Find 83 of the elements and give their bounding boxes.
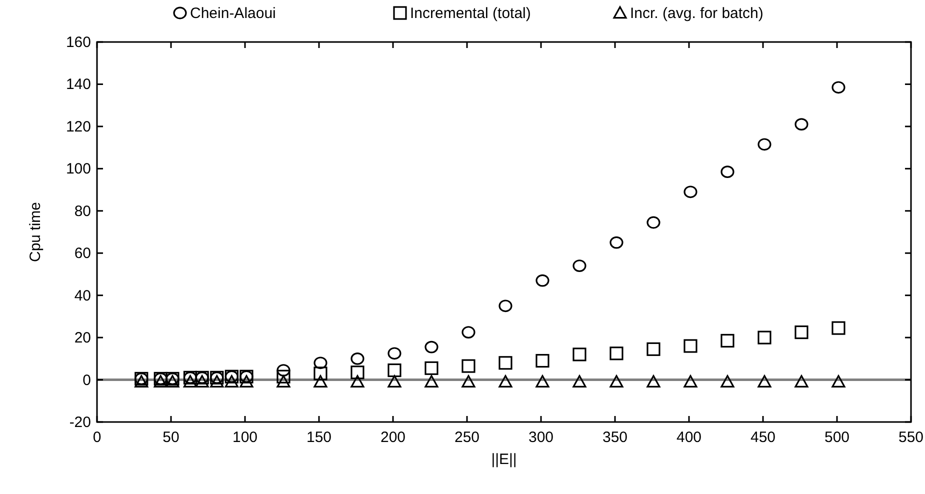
point: [720, 166, 734, 178]
point: [684, 375, 698, 388]
point: [498, 300, 512, 312]
y-tick-label: 140: [66, 76, 91, 94]
point: [684, 339, 698, 353]
point: [794, 118, 808, 131]
point: [388, 363, 402, 378]
point: [832, 81, 846, 94]
point: [610, 375, 624, 388]
y-tick-label: -20: [69, 414, 91, 431]
legend-label: Chein-Alaoui: [190, 5, 276, 22]
point: [388, 347, 402, 360]
point: [210, 375, 224, 388]
point: [240, 375, 254, 388]
x-tick-label: 200: [380, 429, 406, 446]
point: [154, 375, 168, 388]
x-tick-label: 300: [528, 429, 554, 446]
point: [314, 356, 328, 370]
point: [462, 359, 476, 373]
point: [424, 361, 438, 375]
point: [832, 321, 846, 335]
y-tick-label: 20: [74, 330, 91, 347]
point: [720, 334, 734, 348]
point: [572, 375, 586, 388]
point: [610, 236, 624, 249]
point: [498, 356, 512, 370]
point: [720, 375, 734, 388]
x-tick-label: 250: [454, 429, 480, 446]
point: [572, 348, 586, 362]
point: [276, 375, 290, 388]
x-tick-label: 550: [898, 429, 924, 446]
point: [424, 340, 438, 354]
point: [424, 375, 438, 388]
y-tick-label: 80: [74, 202, 91, 220]
x-tick-label: 500: [824, 429, 850, 446]
x-tick-label: 50: [162, 429, 180, 446]
point: [536, 354, 550, 368]
y-tick-label: 120: [66, 118, 91, 136]
point: [498, 375, 512, 388]
point: [794, 325, 808, 340]
point: [758, 375, 772, 388]
point: [646, 375, 660, 388]
y-tick-label: 40: [74, 287, 91, 304]
point: [536, 274, 550, 287]
point: [646, 342, 660, 356]
point: [276, 370, 290, 384]
point: [183, 375, 198, 388]
point: [832, 375, 846, 388]
point: [572, 260, 586, 272]
point: [314, 375, 328, 388]
point: [536, 375, 550, 388]
x-tick-label: 350: [602, 429, 628, 446]
y-tick-label: 60: [74, 245, 91, 262]
legend-label: Incremental (total): [410, 5, 531, 22]
point: [646, 216, 660, 229]
point: [388, 375, 402, 388]
x-tick-label: 150: [306, 429, 332, 446]
point: [610, 346, 624, 360]
y-tick-label: 100: [66, 160, 91, 178]
point: [462, 375, 476, 388]
point: [758, 138, 772, 151]
point: [224, 375, 238, 388]
point: [350, 375, 364, 388]
point: [314, 366, 328, 380]
y-axis-title: Cpu time: [27, 202, 44, 262]
point: [350, 352, 364, 365]
legend-label: Incr. (avg. for batch): [630, 5, 764, 22]
point: [134, 375, 148, 388]
point: [350, 366, 364, 380]
y-tick-label: 0: [82, 372, 91, 389]
x-tick-label: 0: [92, 429, 102, 446]
x-axis-title: ||E||: [491, 451, 517, 468]
point: [195, 375, 209, 388]
point: [276, 364, 290, 376]
point: [794, 375, 808, 388]
x-tick-label: 100: [232, 429, 258, 446]
x-tick-label: 450: [750, 429, 776, 446]
point: [166, 375, 180, 388]
x-tick-label: 400: [676, 429, 702, 446]
point: [684, 186, 698, 198]
y-tick-label: 160: [66, 34, 91, 51]
point: [758, 330, 772, 344]
point: [462, 326, 476, 338]
